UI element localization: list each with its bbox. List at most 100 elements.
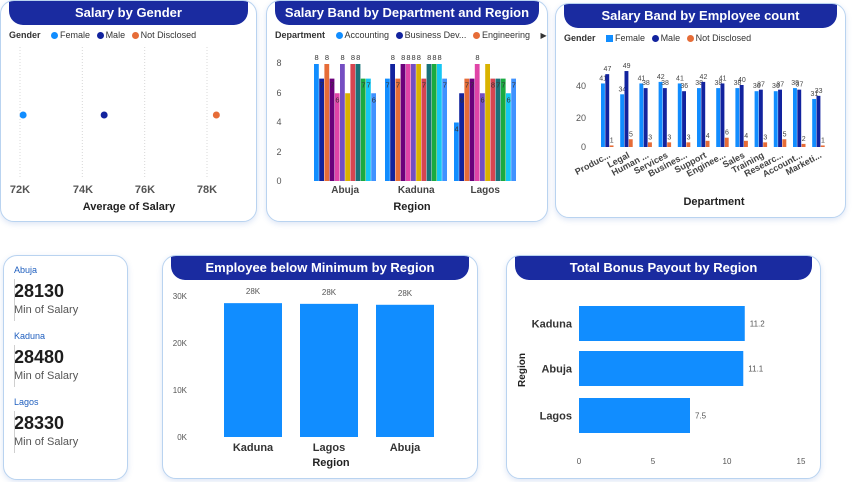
data-label: 4 [706, 133, 710, 140]
x-tick-abuja: Abuja [331, 185, 359, 196]
data-label: 5 [783, 131, 787, 138]
y-tick-8: 8 [276, 58, 281, 68]
data-label: 3 [763, 134, 767, 141]
data-label: 8 [341, 53, 345, 62]
bar-busines-male [682, 91, 686, 147]
bar-abuja [376, 304, 434, 437]
data-label: 6 [460, 95, 464, 104]
data-label: 38 [714, 80, 722, 87]
data-label: 7 [361, 81, 365, 90]
bar-researc-not-disclosed [782, 139, 787, 147]
bar-kaduna [395, 78, 401, 181]
bar-kaduna [411, 64, 416, 181]
band-by-emp-count-chart[interactable]: 0 20 40 41471Produc...34495Legal41383Hum… [556, 4, 845, 217]
legend-scroll-arrow-icon[interactable]: ▶ [540, 31, 547, 40]
kpi-lagos[interactable]: Lagos 28330 Min of Salary [14, 397, 127, 453]
legend-accounting[interactable]: Accounting [344, 30, 390, 40]
data-label: 3 [667, 134, 671, 141]
legend-male[interactable]: Male [105, 30, 126, 40]
salary-by-gender-card[interactable]: Salary by Gender Gender Female Male Not … [0, 0, 257, 222]
legend-engineering-marker [472, 32, 480, 40]
bar-lagos [480, 93, 485, 181]
data-label: 36 [772, 83, 780, 90]
band-by-dept-region-legend: Department Accounting Business Dev... En… [275, 30, 547, 40]
bar-lagos [511, 78, 516, 181]
legend-male[interactable]: Male [660, 33, 681, 43]
below-min-card[interactable]: Employee below Minimum by Region 0K 10K … [162, 255, 478, 479]
legend-business-dev[interactable]: Business Dev... [404, 30, 467, 40]
data-label: 34 [618, 86, 626, 93]
bar-lagos [506, 93, 511, 181]
data-label: 8 [438, 53, 442, 62]
data-label: 49 [623, 63, 631, 70]
y-tick-0: 0 [276, 176, 281, 186]
band-by-emp-count-card[interactable]: Salary Band by Employee count Gender Fem… [555, 3, 846, 218]
legend-accounting-marker [335, 32, 343, 40]
bar-training-not-disclosed [763, 142, 768, 147]
bar-kaduna [442, 78, 447, 181]
legend-business-dev-marker [395, 32, 403, 40]
bar-sales-male [739, 85, 744, 147]
y-tick-40: 40 [576, 81, 586, 91]
bar-kaduna [400, 64, 406, 181]
legend-not-disclosed[interactable]: Not Disclosed [140, 30, 197, 40]
bonus-chart[interactable]: Region 11.2 Kaduna 11.1 Abuja 7.5 Lagos 0 5 1… [507, 256, 820, 478]
band-by-dept-region-card[interactable]: Salary Band by Department and Region Dep… [266, 0, 548, 222]
bar-lagos [579, 398, 690, 433]
legend-female[interactable]: Female [615, 33, 646, 43]
data-label: 4 [744, 133, 748, 140]
kpi-kaduna[interactable]: Kaduna 28480 Min of Salary [14, 331, 127, 387]
legend-engineering[interactable]: Engineering [481, 30, 530, 40]
bar-abuja [314, 64, 319, 181]
x-tick-78k: 78K [197, 184, 217, 196]
data-label: 8 [412, 53, 416, 62]
legend-title: Gender [9, 30, 41, 40]
y-tick-6: 6 [276, 88, 281, 98]
data-label: 38 [661, 80, 669, 87]
bar-lagos [300, 303, 358, 437]
bonus-card[interactable]: Total Bonus Payout by Region Region 11.2… [506, 255, 821, 479]
legend-title: Department [275, 30, 326, 40]
bar-lagos [485, 64, 490, 181]
bar-lagos [490, 78, 496, 181]
data-label: 8 [351, 53, 355, 62]
bar-abuja [324, 64, 330, 181]
bar-training-female [754, 91, 759, 147]
bar-abuja [360, 78, 366, 181]
salary-by-gender-chart[interactable]: 72K 74K 76K 78K Average of Salary [1, 1, 256, 221]
kpi-region-label: Kaduna [14, 331, 46, 341]
data-label: 7 [443, 81, 447, 90]
data-label: 7 [330, 81, 334, 90]
legend-female[interactable]: Female [60, 30, 91, 40]
bar-enginee-female [716, 88, 721, 147]
bar-produc-female [601, 83, 605, 147]
y-tick-10k: 10K [173, 386, 188, 395]
below-min-chart[interactable]: 0K 10K 20K 30K 28K Kaduna 28K Lagos 28K Abuja… [163, 256, 477, 478]
kpi-region-label: Lagos [14, 397, 39, 407]
kpi-caption: Min of Salary [14, 436, 79, 448]
data-label: 7 [320, 81, 324, 90]
bar-abuja [371, 93, 376, 181]
bar-kaduna [437, 64, 442, 181]
data-label: 7 [465, 81, 469, 90]
bar-lagos [469, 78, 475, 181]
bar-produc-not-disclosed [609, 145, 614, 147]
bar-marketi-female [812, 98, 817, 147]
data-label: 11.1 [748, 365, 764, 374]
kpi-abuja[interactable]: Abuja 28130 Min of Salary [14, 265, 127, 321]
bar-services-male [662, 88, 667, 147]
bar-support-male [701, 81, 706, 147]
kpi-divider [14, 411, 15, 453]
data-label: 42 [657, 74, 665, 81]
legend-not-disclosed[interactable]: Not Disclosed [695, 33, 752, 43]
bar-lagos [495, 78, 501, 181]
point-male [100, 111, 108, 119]
point-not-disclosed [212, 111, 220, 119]
y-tick-0: 0 [581, 142, 586, 152]
bar-lagos [500, 78, 506, 181]
kpi-card[interactable]: Abuja 28130 Min of Salary Kaduna 28480 M… [3, 255, 128, 480]
bar-human-male [643, 88, 648, 147]
x-tick-15: 15 [797, 457, 806, 466]
band-by-emp-count-title: Salary Band by Employee count [564, 4, 837, 28]
